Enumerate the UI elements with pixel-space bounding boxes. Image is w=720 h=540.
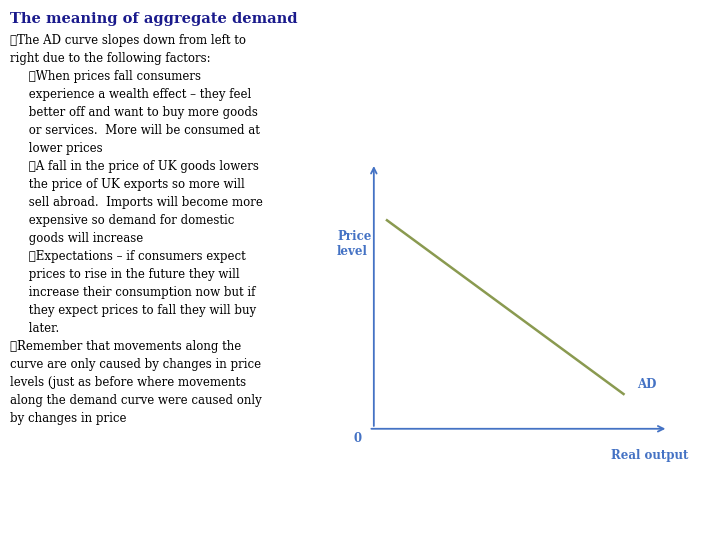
Text: ➤The AD curve slopes down from left to
right due to the following factors:
     : ➤The AD curve slopes down from left to r…	[10, 34, 263, 425]
Text: The meaning of aggregate demand: The meaning of aggregate demand	[10, 12, 297, 26]
Text: AD: AD	[636, 377, 656, 390]
Text: Price
level: Price level	[337, 230, 372, 258]
Text: Real output: Real output	[611, 449, 688, 462]
Text: 0: 0	[354, 432, 362, 445]
